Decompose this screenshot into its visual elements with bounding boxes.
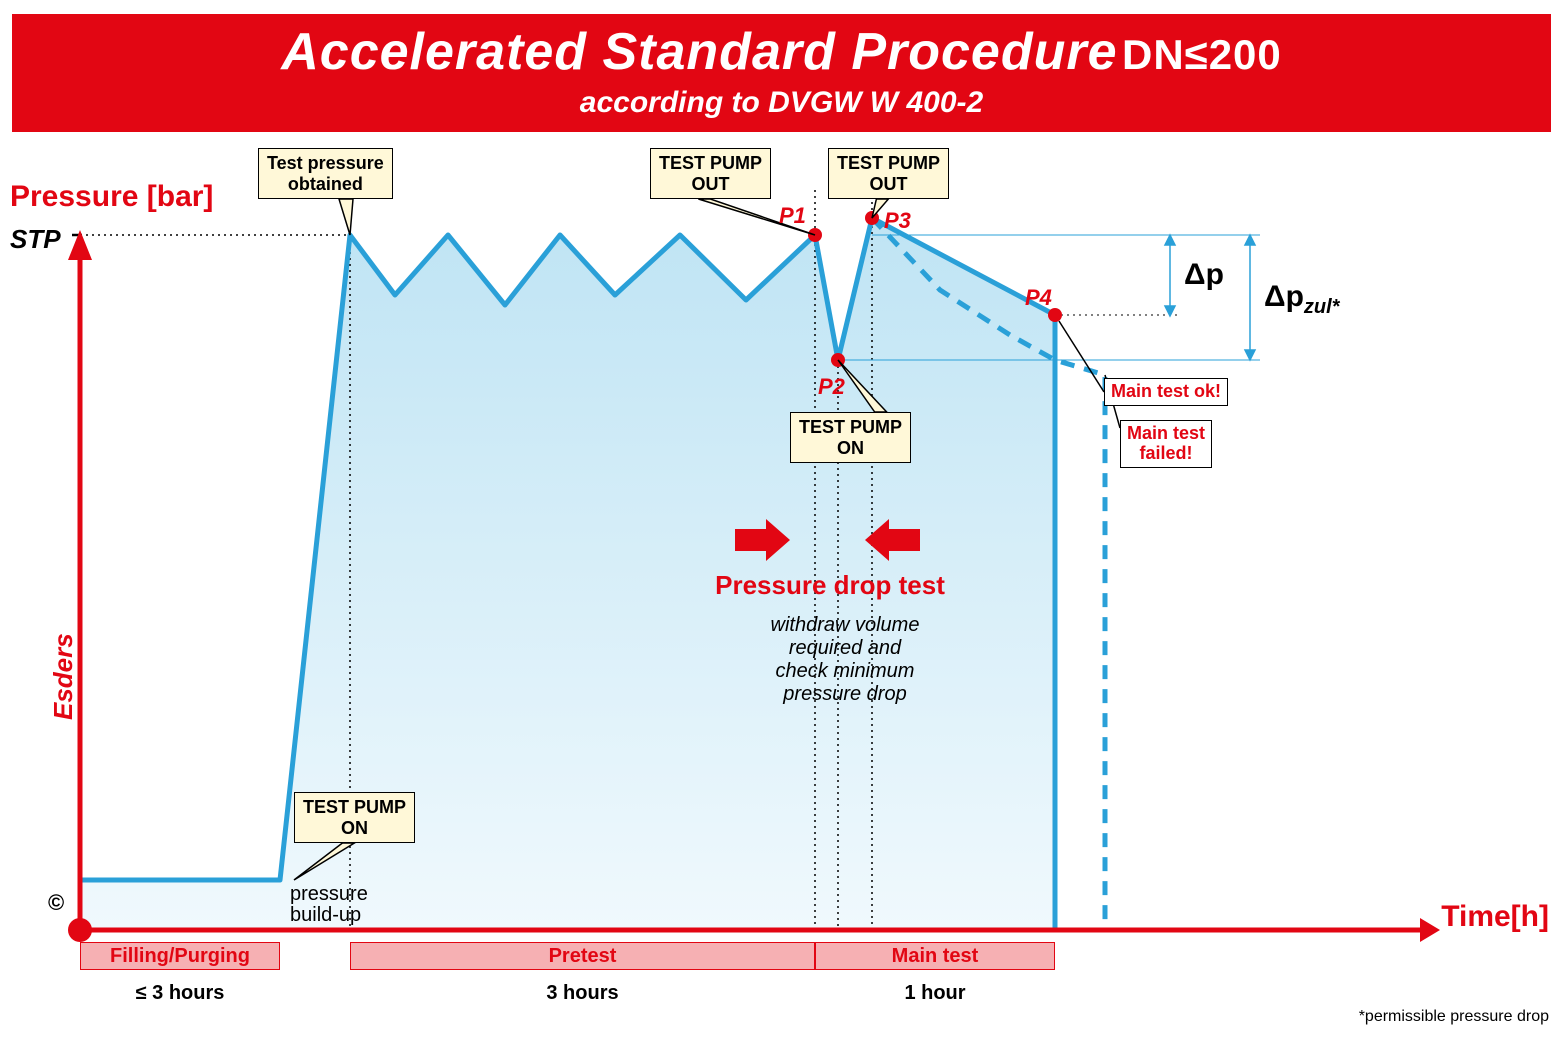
- delta-p-zul-text: Δp: [1264, 280, 1304, 313]
- callout-pump-on-mid: TEST PUMPON: [790, 412, 911, 463]
- diagram-container: Accelerated Standard Procedure DN≤200 ac…: [0, 0, 1563, 1040]
- copyright-symbol: ©: [48, 890, 64, 916]
- result-failed: Main testfailed!: [1120, 420, 1212, 468]
- delta-p-text: Δp: [1184, 258, 1224, 291]
- label-delta-p-zul: Δpzul*: [1264, 280, 1339, 319]
- delta-p-bracket: [1165, 235, 1175, 316]
- footnote: *permissible pressure drop: [1359, 1008, 1549, 1026]
- pressure-buildup-label: pressurebuild-up: [290, 884, 368, 926]
- origin-dot: [68, 918, 92, 942]
- callout-pump-out-1: TEST PUMPOUT: [650, 148, 771, 199]
- chart-svg: [0, 0, 1563, 1040]
- pressure-drop-title: Pressure drop test: [690, 570, 970, 601]
- label-p3: P3: [884, 208, 911, 234]
- label-p4: P4: [1025, 285, 1052, 311]
- result-ok: Main test ok!: [1104, 378, 1228, 406]
- result-ok-leader: [1059, 321, 1104, 392]
- label-delta-p: Δp: [1184, 258, 1224, 292]
- phase-filling: Filling/Purging: [80, 942, 280, 970]
- copyright-brand: Esders: [48, 560, 79, 720]
- phase-maintest-sub: 1 hour: [815, 982, 1055, 1005]
- phase-filling-sub: ≤ 3 hours: [80, 982, 280, 1005]
- callout-pump-on-bottom: TEST PUMPON: [294, 792, 415, 843]
- delta-p-zul-bracket: [1245, 235, 1255, 360]
- pressure-drop-sub: withdraw volumerequired andcheck minimum…: [755, 614, 935, 706]
- x-axis-arrow: [1420, 918, 1440, 942]
- y-axis-arrow: [68, 230, 92, 260]
- delta-p-zul-sub: zul*: [1304, 296, 1340, 318]
- callout-test-pressure-obtained: Test pressureobtained: [258, 148, 393, 199]
- label-p1: P1: [779, 203, 806, 229]
- phase-pretest-sub: 3 hours: [350, 982, 815, 1005]
- phase-pretest: Pretest: [350, 942, 815, 970]
- label-p2: P2: [818, 374, 845, 400]
- phase-maintest: Main test: [815, 942, 1055, 970]
- callout-pump-out-2: TEST PUMPOUT: [828, 148, 949, 199]
